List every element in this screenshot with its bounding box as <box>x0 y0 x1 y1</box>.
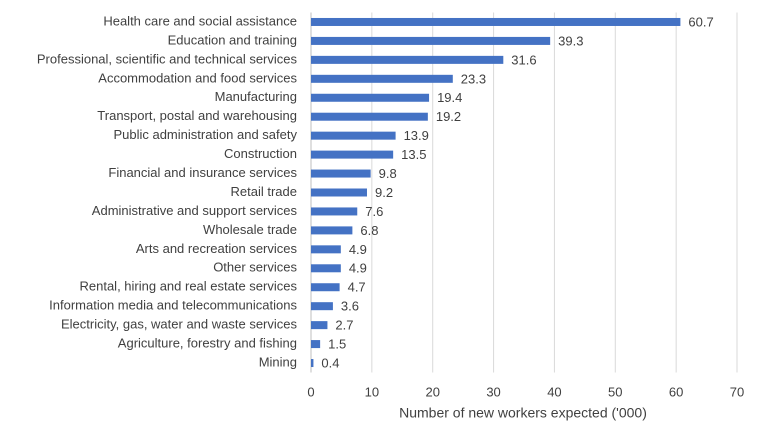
y-tick-label: Agriculture, forestry and fishing <box>118 336 297 351</box>
data-label: 7.6 <box>365 204 383 219</box>
bar <box>311 226 353 235</box>
y-tick-label: Construction <box>224 146 297 161</box>
y-tick-label: Transport, postal and warehousing <box>97 108 297 123</box>
bar <box>311 340 321 349</box>
data-label: 39.3 <box>558 33 583 48</box>
data-label: 13.9 <box>404 128 429 143</box>
y-tick-label: Rental, hiring and real estate services <box>79 279 297 294</box>
bar <box>311 359 314 368</box>
x-axis-title: Number of new workers expected ('000) <box>399 405 647 421</box>
bar <box>311 74 453 83</box>
data-label: 19.4 <box>437 90 462 105</box>
data-label: 1.5 <box>328 337 346 352</box>
bar <box>311 17 681 26</box>
bar <box>311 150 394 159</box>
x-tick-label: 50 <box>608 384 622 399</box>
bar <box>311 36 551 45</box>
bar <box>311 283 340 292</box>
data-label: 9.2 <box>375 185 393 200</box>
bar <box>311 131 396 140</box>
data-label: 0.4 <box>321 355 339 370</box>
y-tick-label: Professional, scientific and technical s… <box>37 51 298 66</box>
data-label: 13.5 <box>401 147 426 162</box>
y-tick-label: Other services <box>213 260 297 275</box>
data-label: 31.6 <box>511 52 536 67</box>
bar <box>311 93 430 102</box>
y-tick-label: Accommodation and food services <box>98 70 297 85</box>
x-tick-label: 0 <box>307 384 314 399</box>
y-tick-label: Public administration and safety <box>113 127 297 142</box>
data-label: 2.7 <box>335 318 353 333</box>
bar <box>311 112 428 121</box>
x-tick-label: 30 <box>486 384 500 399</box>
y-tick-label: Financial and insurance services <box>108 165 297 180</box>
bar <box>311 188 367 197</box>
data-label: 4.7 <box>348 280 366 295</box>
y-tick-label: Administrative and support services <box>92 203 298 218</box>
x-tick-label: 70 <box>730 384 744 399</box>
bar <box>311 55 504 64</box>
y-tick-label: Information media and telecommunications <box>49 298 297 313</box>
bar <box>311 264 341 273</box>
bar <box>311 207 358 216</box>
data-label: 3.6 <box>341 299 359 314</box>
x-tick-label: 40 <box>547 384 561 399</box>
data-label: 4.9 <box>349 242 367 257</box>
bar <box>311 302 333 311</box>
y-tick-label: Mining <box>259 354 297 369</box>
bar <box>311 245 341 254</box>
y-tick-label: Retail trade <box>231 184 297 199</box>
data-label: 4.9 <box>349 261 367 276</box>
bar <box>311 169 371 178</box>
x-tick-label: 20 <box>425 384 439 399</box>
y-tick-label: Arts and recreation services <box>136 241 298 256</box>
x-tick-label: 10 <box>365 384 379 399</box>
data-label: 6.8 <box>360 223 378 238</box>
data-label: 19.2 <box>436 109 461 124</box>
data-label: 60.7 <box>688 14 713 29</box>
y-tick-label: Health care and social assistance <box>103 13 297 28</box>
y-tick-label: Manufacturing <box>215 89 297 104</box>
data-label: 9.8 <box>379 166 397 181</box>
bar <box>311 321 328 330</box>
y-tick-label: Education and training <box>168 32 297 47</box>
data-label: 23.3 <box>461 71 486 86</box>
y-tick-label: Wholesale trade <box>203 222 297 237</box>
y-tick-label: Electricity, gas, water and waste servic… <box>61 317 298 332</box>
x-tick-label: 60 <box>669 384 683 399</box>
